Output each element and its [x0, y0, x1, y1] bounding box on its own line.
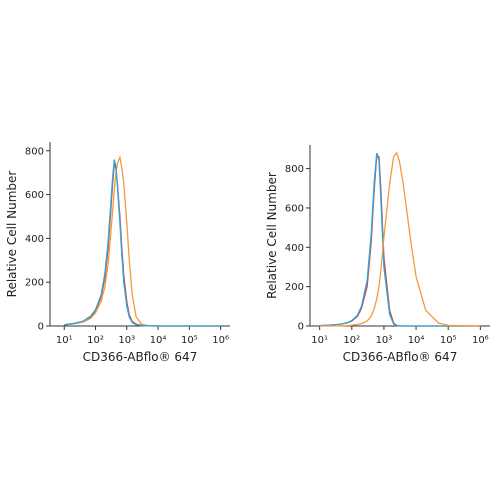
x-tick-label: 10⁵ — [181, 335, 198, 346]
x-tick-label: 10² — [343, 335, 360, 346]
histogram-line — [319, 152, 481, 327]
x-tick-label: 10⁵ — [440, 335, 457, 346]
y-tick-label: 0 — [298, 322, 304, 333]
x-tick-label: 10⁴ — [150, 335, 167, 346]
histogram-line — [319, 153, 481, 327]
y-tick-label: 200 — [285, 282, 304, 293]
y-axis-label: Relative Cell Number — [5, 171, 19, 298]
x-tick-label: 10³ — [376, 335, 393, 346]
histogram-line — [319, 151, 481, 327]
histogram-line — [64, 154, 221, 327]
y-tick-label: 800 — [25, 146, 44, 157]
y-tick-label: 800 — [285, 164, 304, 175]
x-axis-label: CD366-ABflo® 647 — [83, 350, 198, 364]
x-tick-label: 10² — [87, 335, 104, 346]
y-tick-label: 400 — [285, 243, 304, 254]
y-axis-label: Relative Cell Number — [265, 172, 279, 299]
y-tick-label: 0 — [38, 322, 44, 333]
x-axis-label: CD366-ABflo® 647 — [343, 350, 458, 364]
histogram-line — [64, 163, 221, 327]
histogram-line — [64, 159, 221, 327]
x-tick-label: 10¹ — [56, 335, 73, 346]
x-tick-label: 10⁶ — [212, 335, 229, 346]
y-tick-label: 200 — [25, 278, 44, 289]
x-tick-label: 10¹ — [311, 335, 328, 346]
y-tick-label: 600 — [25, 190, 44, 201]
x-tick-label: 10⁶ — [472, 335, 489, 346]
x-tick-label: 10⁴ — [408, 335, 425, 346]
y-tick-label: 600 — [285, 203, 304, 214]
x-tick-label: 10³ — [118, 335, 135, 346]
y-tick-label: 400 — [25, 234, 44, 245]
